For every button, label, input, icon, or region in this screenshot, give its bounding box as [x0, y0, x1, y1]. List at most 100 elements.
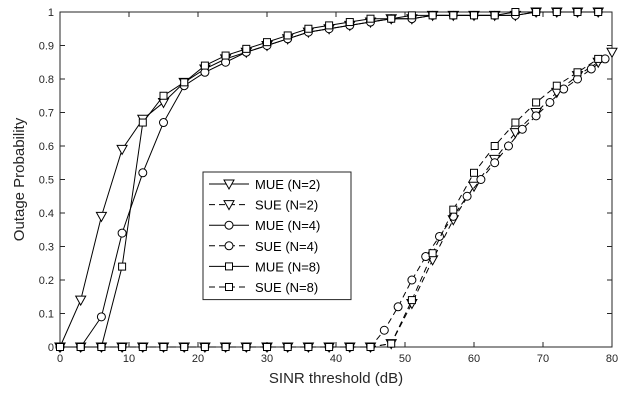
data-point [159, 91, 168, 100]
legend-entry: SUE (N=2) [209, 198, 318, 213]
data-point [421, 252, 431, 262]
legend-marker [224, 241, 234, 251]
data-point [283, 343, 292, 351]
legend-marker [223, 200, 235, 211]
data-point [379, 325, 389, 335]
legend-marker [225, 283, 233, 291]
data-point [387, 14, 396, 23]
data-point [76, 343, 85, 351]
legend-marker [224, 220, 234, 230]
data-point [345, 343, 354, 351]
series-layer [54, 7, 618, 354]
data-point [180, 343, 189, 351]
data-point [462, 191, 472, 201]
data-point [428, 11, 437, 20]
data-point [600, 54, 610, 64]
data-point [594, 8, 603, 16]
data-point [594, 54, 603, 63]
data-point [159, 118, 168, 128]
data-point [407, 296, 416, 305]
data-point [545, 97, 555, 107]
y-tick-label: 0.7 [39, 108, 54, 120]
y-tick-label: 0.8 [39, 74, 54, 86]
data-point [449, 205, 458, 214]
data-point [242, 343, 251, 351]
data-point [325, 343, 334, 351]
x-tick-label: 40 [330, 353, 342, 365]
y-tick-label: 0.2 [39, 275, 54, 287]
data-point [117, 228, 127, 238]
data-point [490, 158, 500, 168]
data-point [532, 8, 541, 16]
data-point [96, 312, 106, 322]
data-point [159, 343, 168, 351]
data-point [393, 302, 403, 312]
data-point [573, 8, 582, 16]
legend-entry: SUE (N=8) [209, 280, 318, 295]
data-point [606, 47, 618, 59]
x-tick-label: 50 [399, 353, 411, 365]
data-point [116, 144, 128, 156]
data-point [552, 81, 561, 90]
legend-entry: MUE (N=8) [209, 259, 320, 274]
y-tick-label: 0.1 [39, 309, 54, 321]
legend-marker [225, 262, 233, 271]
x-axis-ticks: 0 10 20 30 40 50 60 70 80 [57, 12, 618, 365]
data-point [74, 295, 87, 307]
y-tick-label: 1 [48, 7, 54, 19]
data-point [476, 175, 486, 184]
data-point [552, 8, 561, 16]
data-point [470, 168, 478, 177]
data-point [283, 31, 292, 40]
y-tick-label: 0.6 [39, 141, 54, 153]
data-point [138, 343, 147, 351]
data-point [118, 262, 127, 271]
data-point [449, 11, 458, 20]
data-point [531, 111, 541, 121]
x-tick-label: 0 [57, 353, 63, 365]
data-point [345, 18, 354, 27]
data-point [573, 68, 582, 77]
data-point [387, 339, 396, 348]
legend-marker [223, 179, 235, 191]
y-tick-label: 0.3 [39, 242, 54, 254]
data-point [56, 343, 64, 351]
legend-label: MUE (N=4) [255, 218, 320, 233]
legend-label: SUE (N=4) [255, 239, 318, 254]
legend-entry: MUE (N=2) [209, 177, 320, 192]
data-point [586, 64, 596, 74]
data-point [221, 51, 230, 60]
data-point [532, 98, 541, 107]
data-point [407, 275, 417, 285]
data-point [366, 14, 375, 23]
data-point [118, 343, 127, 351]
x-tick-label: 70 [537, 353, 549, 365]
data-point [470, 11, 478, 20]
y-axis-ticks: 0 0.1 0.2 0.3 0.4 0.5 0.6 0.7 0.8 0.9 1 [39, 7, 612, 354]
data-point [180, 78, 189, 87]
legend-label: MUE (N=8) [255, 259, 320, 274]
x-tick-label: 30 [261, 353, 273, 365]
data-point [95, 211, 108, 223]
data-point [304, 24, 313, 33]
data-point [200, 343, 209, 351]
legend: MUE (N=2) SUE (N=2) MUE (N=4) SUE (N=4) MUE … [202, 171, 352, 301]
y-axis-label: Outage Probability [11, 117, 28, 241]
data-point [221, 343, 230, 351]
data-point [138, 168, 148, 178]
data-point [263, 38, 271, 47]
legend-label: SUE (N=2) [255, 198, 318, 213]
x-tick-label: 10 [123, 353, 135, 365]
legend-label: MUE (N=2) [255, 177, 320, 192]
legend-entry: MUE (N=4) [209, 218, 320, 233]
series-4 [56, 8, 603, 351]
data-point [304, 343, 313, 351]
y-tick-label: 0.9 [39, 41, 54, 53]
x-tick-label: 80 [606, 353, 618, 365]
legend-box [202, 171, 352, 301]
data-point [509, 128, 522, 139]
data-point [517, 124, 527, 134]
data-point [263, 343, 271, 351]
series-5 [56, 54, 603, 351]
